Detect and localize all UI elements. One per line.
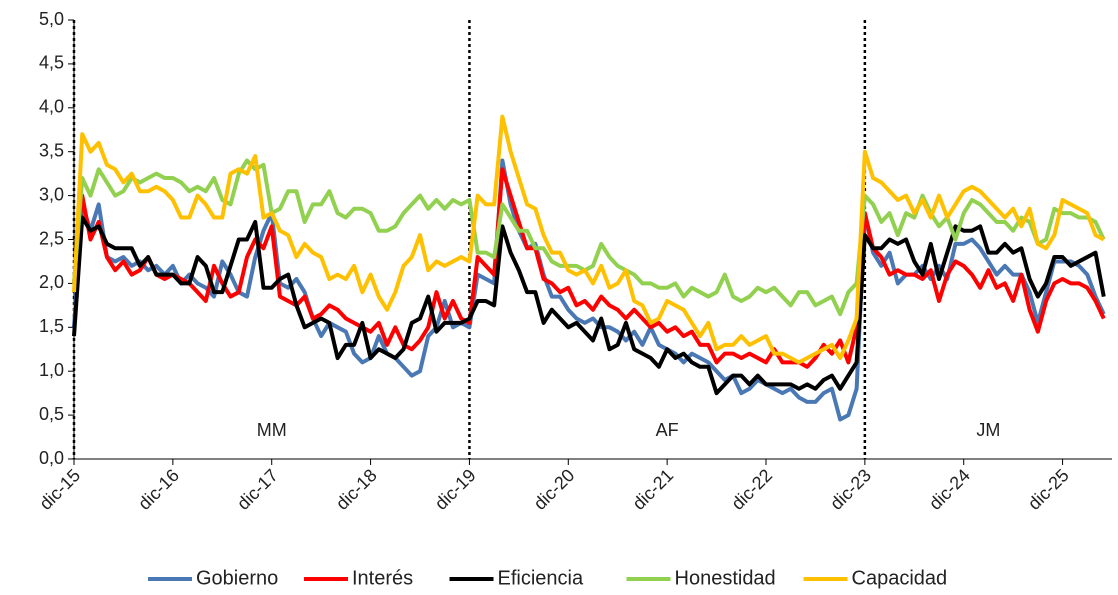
- series-line: [72, 215, 1106, 396]
- y-tick-label: 0,5: [39, 404, 64, 424]
- y-tick-label: 1,5: [39, 316, 64, 336]
- series-line: [72, 114, 1105, 365]
- period-label: AF: [656, 420, 679, 440]
- y-tick-label: 5,0: [39, 9, 64, 29]
- x-tick-label: dic-23: [826, 465, 875, 514]
- legend-label: Honestidad: [675, 567, 776, 589]
- x-tick-label: dic-21: [629, 465, 678, 514]
- legend-label: Gobierno: [196, 567, 278, 589]
- legend-label: Eficiencia: [498, 567, 584, 589]
- x-tick-label: dic-15: [35, 465, 84, 514]
- x-tick-label: dic-24: [925, 465, 974, 514]
- y-tick-label: 0,0: [39, 448, 64, 468]
- series-line: [72, 167, 1106, 369]
- period-label: MM: [257, 420, 287, 440]
- x-tick-label: dic-19: [431, 465, 480, 514]
- y-tick-label: 3,0: [39, 184, 64, 204]
- legend-label: Interés: [352, 567, 413, 589]
- x-tick-label: dic-18: [332, 465, 381, 514]
- y-tick-label: 2,0: [39, 272, 64, 292]
- x-tick-label: dic-25: [1024, 465, 1073, 514]
- period-label: JM: [976, 420, 1000, 440]
- y-tick-label: 4,5: [39, 53, 64, 73]
- y-tick-label: 1,0: [39, 360, 64, 380]
- x-tick-label: dic-16: [134, 465, 183, 514]
- x-tick-label: dic-17: [233, 465, 282, 514]
- x-tick-label: dic-20: [530, 465, 579, 514]
- legend-label: Capacidad: [852, 567, 948, 589]
- x-tick-label: dic-22: [727, 465, 776, 514]
- y-tick-label: 2,5: [39, 228, 64, 248]
- y-tick-label: 4,0: [39, 97, 64, 117]
- y-tick-label: 3,5: [39, 140, 64, 160]
